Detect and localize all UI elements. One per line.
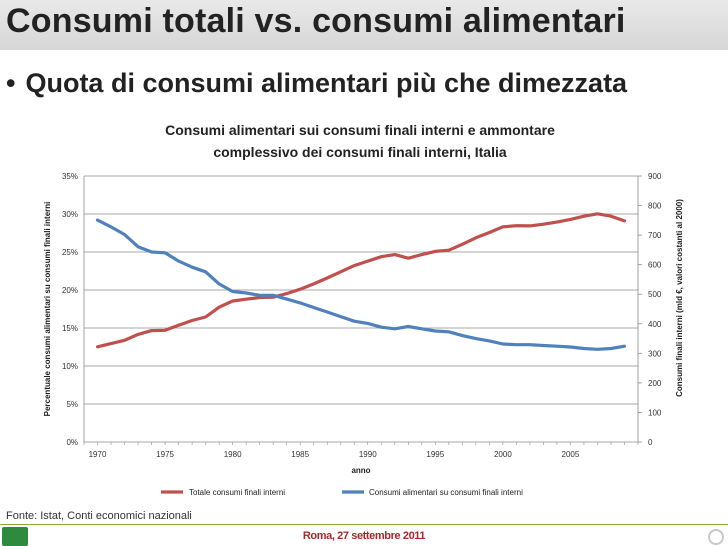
y-left-tick-label: 25% <box>62 248 78 257</box>
x-tick-label: 1985 <box>291 450 309 459</box>
source-note: Fonte: Istat, Conti economici nazionali <box>6 510 192 522</box>
bullet-icon: • <box>6 68 16 98</box>
series-line-total <box>95 212 627 349</box>
x-axis-label: anno <box>351 466 370 475</box>
y-left-tick-label: 0% <box>66 438 78 447</box>
x-tick-label: 1990 <box>359 450 377 459</box>
y-right-tick-label: 500 <box>648 290 662 299</box>
bullet-text: Quota di consumi alimentari più che dime… <box>25 68 628 98</box>
y-right-tick-label: 700 <box>648 231 662 240</box>
y-left-tick-label: 5% <box>66 400 78 409</box>
y-left-tick-label: 15% <box>62 324 78 333</box>
slide-title: Consumi totali vs. consumi alimentari <box>6 2 626 40</box>
x-tick-label: 1995 <box>426 450 444 459</box>
circle-icon <box>708 529 724 545</box>
y-right-tick-label: 600 <box>648 261 662 270</box>
legend-label: Consumi alimentari su consumi finali int… <box>369 488 523 497</box>
x-tick-label: 1975 <box>156 450 174 459</box>
y-left-tick-label: 20% <box>62 286 78 295</box>
y-right-axis-label: Consumi finali interni (mld €, valori co… <box>675 199 684 397</box>
x-tick-label: 2005 <box>562 450 580 459</box>
series-line-food <box>95 218 627 351</box>
y-right-tick-label: 100 <box>648 408 662 417</box>
y-right-tick-label: 300 <box>648 349 662 358</box>
chart-title-line: complessivo dei consumi finali interni, … <box>213 144 507 160</box>
y-left-tick-label: 35% <box>62 172 78 181</box>
chart-title-line: Consumi alimentari sui consumi finali in… <box>165 122 555 138</box>
y-right-tick-label: 0 <box>648 438 653 447</box>
footer-divider <box>0 524 728 525</box>
y-left-tick-label: 10% <box>62 362 78 371</box>
y-left-tick-label: 30% <box>62 210 78 219</box>
y-right-tick-label: 200 <box>648 379 662 388</box>
bullet-point: • Quota di consumi alimentari più che dim… <box>6 68 627 99</box>
y-right-tick-label: 900 <box>648 172 662 181</box>
legend-label: Totale consumi finali interni <box>189 488 285 497</box>
y-right-tick-label: 400 <box>648 320 662 329</box>
line-chart: Consumi alimentari sui consumi finali in… <box>43 122 684 497</box>
x-tick-label: 2000 <box>494 450 512 459</box>
footer-date: Roma, 27 settembre 2011 <box>302 530 426 542</box>
title-bar: Consumi totali vs. consumi alimentari <box>0 0 728 50</box>
y-left-axis-label: Percentuale consumi alimentari su consum… <box>43 202 52 417</box>
logo-icon <box>2 527 28 546</box>
x-tick-label: 1970 <box>89 450 107 459</box>
y-right-tick-label: 800 <box>648 202 662 211</box>
x-tick-label: 1980 <box>224 450 242 459</box>
